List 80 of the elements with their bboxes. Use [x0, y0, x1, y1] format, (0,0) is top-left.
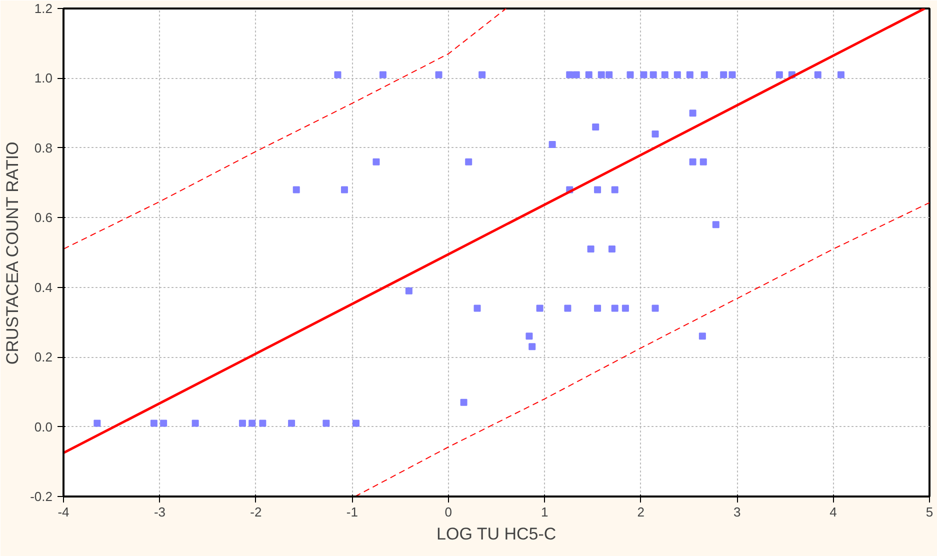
x-tick-label: 2 — [637, 504, 644, 520]
point — [292, 186, 300, 194]
y-tick-label: -0.2 — [30, 489, 53, 504]
point — [686, 71, 694, 78]
point — [611, 304, 618, 312]
point — [94, 420, 101, 427]
x-tick-label: -4 — [58, 504, 70, 520]
point — [608, 246, 616, 253]
x-tick-label: 1 — [540, 504, 548, 520]
point — [192, 420, 199, 427]
point — [606, 71, 613, 78]
x-tick-label: 0 — [444, 504, 452, 520]
line-series — [354, 202, 930, 496]
point — [689, 158, 696, 166]
point — [587, 246, 594, 253]
y-axis-title: CRUSTACEA COUNT RATIO — [3, 142, 22, 365]
point — [379, 71, 386, 78]
point — [474, 304, 481, 312]
point — [592, 124, 600, 131]
x-tick-label: 4 — [830, 504, 837, 520]
y-tick-label: 1.0 — [34, 70, 53, 86]
point — [712, 221, 720, 228]
point — [238, 420, 246, 427]
point — [640, 71, 648, 78]
point — [652, 130, 659, 138]
x-tick-label: 3 — [733, 504, 741, 520]
point — [626, 71, 634, 78]
x-axis-title: LOG TU HC5-C — [436, 524, 556, 544]
point — [837, 71, 844, 78]
point — [340, 186, 348, 194]
y-tick-label: 0.4 — [34, 280, 53, 295]
point — [661, 71, 668, 78]
y-tick-label: 0.2 — [34, 350, 53, 365]
point — [248, 420, 256, 427]
x-tick-label: -1 — [346, 504, 358, 520]
point — [478, 71, 486, 78]
point — [259, 420, 266, 427]
point — [352, 420, 360, 427]
point — [322, 420, 330, 427]
point — [720, 71, 728, 78]
point — [700, 158, 707, 166]
point — [572, 71, 580, 78]
point — [598, 71, 605, 78]
point — [465, 158, 472, 166]
point — [150, 420, 158, 427]
point — [566, 71, 574, 78]
point — [334, 71, 342, 78]
point — [536, 304, 544, 312]
point — [288, 420, 296, 427]
point — [435, 71, 442, 78]
point — [728, 71, 736, 78]
point — [698, 332, 706, 340]
y-tick-label: 0.6 — [34, 210, 53, 226]
x-tick-label: -2 — [250, 504, 262, 520]
point — [674, 71, 681, 78]
point — [611, 186, 618, 194]
point — [372, 158, 380, 166]
point — [652, 304, 659, 312]
point — [585, 71, 592, 78]
y-tick-label: 0.8 — [34, 140, 53, 156]
point — [776, 71, 783, 78]
x-tick-label: 5 — [926, 504, 934, 520]
point — [814, 71, 822, 78]
point — [700, 71, 708, 78]
point — [622, 304, 629, 312]
point — [548, 140, 556, 148]
y-tick-label: 0.0 — [34, 419, 53, 434]
point — [564, 304, 572, 312]
point — [594, 186, 602, 194]
point — [528, 343, 536, 350]
y-tick-label: 1.2 — [34, 1, 53, 16]
point — [594, 304, 602, 312]
line-series — [64, 8, 507, 250]
point — [160, 420, 168, 427]
point — [405, 287, 412, 294]
point — [460, 398, 468, 406]
x-tick-label: -3 — [154, 504, 166, 520]
point — [526, 332, 533, 340]
point — [650, 71, 657, 78]
point — [689, 110, 696, 117]
